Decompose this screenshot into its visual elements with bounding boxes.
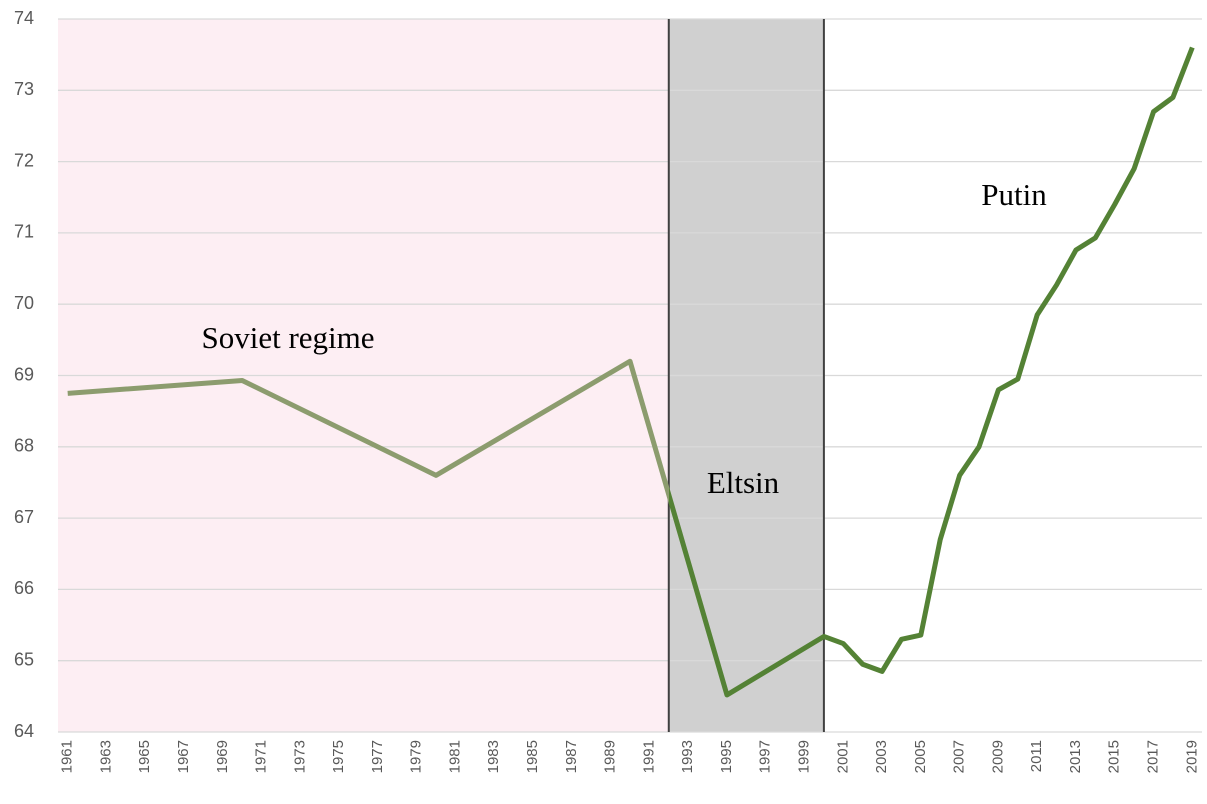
x-tick-label: 1997 — [757, 740, 774, 773]
x-tick-label: 2011 — [1028, 740, 1045, 772]
y-tick-label: 73 — [14, 79, 34, 99]
x-tick-label: 1981 — [446, 740, 463, 773]
grid — [58, 18, 1202, 733]
region-label: Soviet regime — [201, 320, 374, 355]
y-tick-label: 72 — [14, 150, 34, 170]
y-tick-label: 74 — [14, 8, 34, 28]
x-tick-label: 1999 — [795, 740, 812, 773]
y-tick-label: 69 — [14, 364, 34, 384]
y-tick-label: 64 — [14, 721, 34, 741]
x-tick-label: 1975 — [330, 740, 347, 773]
region-borders — [667, 19, 825, 732]
x-tick-label: 2007 — [951, 740, 968, 773]
region-label: Eltsin — [707, 465, 780, 500]
y-tick-label: 66 — [14, 578, 34, 598]
x-tick-label: 1961 — [59, 740, 76, 773]
x-tick-label: 2005 — [912, 740, 929, 773]
x-tick-label: 1985 — [524, 740, 541, 773]
x-tick-label: 2009 — [989, 740, 1006, 773]
x-tick-label: 1973 — [291, 740, 308, 773]
x-tick-label: 2019 — [1183, 740, 1200, 773]
x-tick-label: 1983 — [485, 740, 502, 773]
x-tick-label: 2017 — [1144, 740, 1161, 773]
x-tick-label: 2001 — [834, 740, 851, 773]
data-line — [67, 46, 1195, 698]
x-tick-label: 1977 — [369, 740, 386, 773]
x-tick-label: 1967 — [175, 740, 192, 773]
x-tick-label: 1987 — [563, 740, 580, 773]
x-tick-label: 1971 — [253, 740, 270, 773]
x-tick-label: 1995 — [718, 740, 735, 773]
x-tick-label: 1963 — [97, 740, 114, 773]
x-tick-label: 2015 — [1106, 740, 1123, 773]
x-tick-label: 1965 — [136, 740, 153, 773]
x-tick-label: 1991 — [640, 740, 657, 773]
x-tick-label: 2003 — [873, 740, 890, 773]
x-tick-label: 1993 — [679, 740, 696, 773]
y-tick-label: 65 — [14, 649, 34, 669]
x-tick-label: 1979 — [408, 740, 425, 773]
y-tick-label: 67 — [14, 507, 34, 527]
x-tick-label: 2013 — [1067, 740, 1084, 773]
region-label: Putin — [981, 177, 1047, 212]
x-tick-label: 1969 — [214, 740, 231, 773]
x-tick-label: 1989 — [602, 740, 619, 773]
lines — [67, 46, 1195, 698]
y-tick-label: 70 — [14, 293, 34, 313]
y-tick-label: 71 — [14, 222, 34, 242]
y-tick-label: 68 — [14, 436, 34, 456]
labels: Soviet regime Eltsin Putin 64 65 66 67 68 69 70 71… — [14, 8, 1200, 774]
